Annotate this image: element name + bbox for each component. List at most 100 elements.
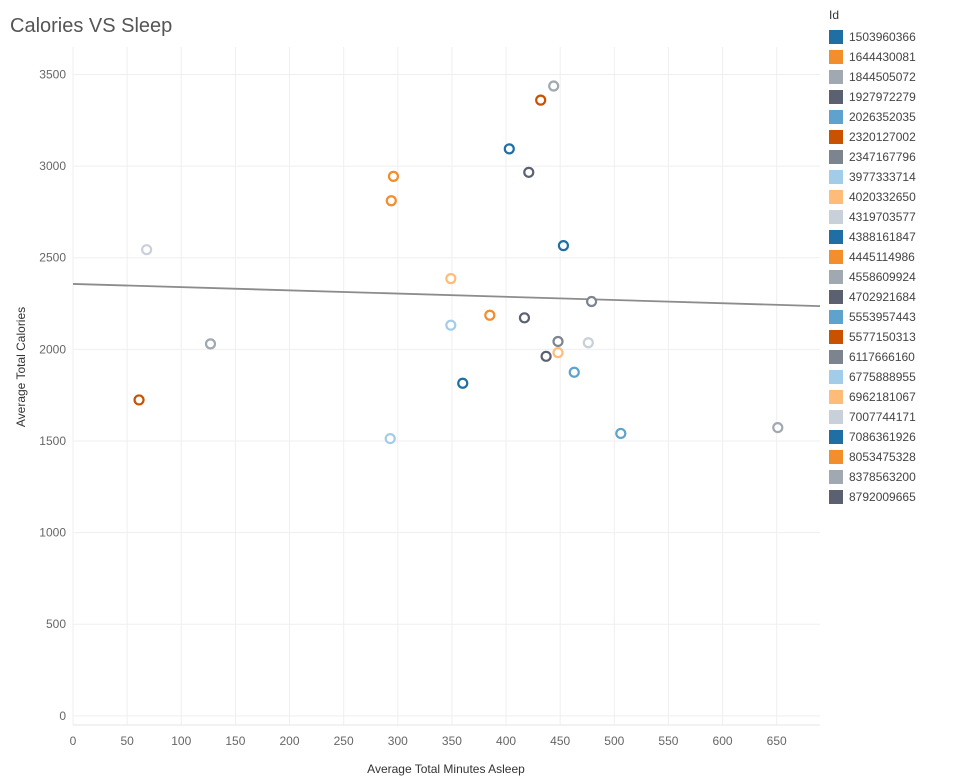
data-point[interactable] xyxy=(141,244,153,256)
y-axis-ticks: 0 500 1000 1500 2000 2500 3000 3500 xyxy=(39,67,66,722)
data-point[interactable] xyxy=(445,273,457,285)
legend-swatch xyxy=(829,370,843,384)
legend-label: 4445114986 xyxy=(849,250,915,264)
data-point[interactable] xyxy=(582,337,594,349)
x-tick-label: 300 xyxy=(388,734,408,748)
x-tick-label: 100 xyxy=(171,734,191,748)
legend-swatch xyxy=(829,470,843,484)
legend-swatch xyxy=(829,150,843,164)
legend-item[interactable]: 5577150313 xyxy=(829,327,949,347)
legend-item[interactable]: 2347167796 xyxy=(829,147,949,167)
legend-item[interactable]: 4445114986 xyxy=(829,247,949,267)
legend-label: 4702921684 xyxy=(849,290,916,304)
legend-item[interactable]: 8378563200 xyxy=(829,467,949,487)
legend-swatch xyxy=(829,290,843,304)
legend-swatch xyxy=(829,130,843,144)
legend-item[interactable]: 1844505072 xyxy=(829,67,949,87)
data-point[interactable] xyxy=(484,309,496,321)
data-point[interactable] xyxy=(615,427,627,440)
legend-item[interactable]: 2026352035 xyxy=(829,107,949,127)
legend-items: 1503960366 1644430081 1844505072 1927972279… xyxy=(829,27,949,507)
data-point[interactable] xyxy=(133,394,145,406)
legend-label: 5553957443 xyxy=(849,310,916,324)
x-tick-label: 650 xyxy=(767,734,787,748)
data-point[interactable] xyxy=(503,143,515,155)
legend-item[interactable]: 1927972279 xyxy=(829,87,949,107)
legend-label: 3977333714 xyxy=(849,170,916,184)
legend-label: 2026352035 xyxy=(849,110,916,124)
legend-swatch xyxy=(829,390,843,404)
legend-swatch xyxy=(829,490,843,504)
legend-swatch xyxy=(829,430,843,444)
y-tick-label: 3500 xyxy=(39,67,66,81)
legend-swatch xyxy=(829,310,843,324)
legend-label: 8378563200 xyxy=(849,470,916,484)
legend-item[interactable]: 1503960366 xyxy=(829,27,949,47)
legend-item[interactable]: 5553957443 xyxy=(829,307,949,327)
data-point[interactable] xyxy=(385,195,397,207)
data-point[interactable] xyxy=(204,338,217,350)
data-point[interactable] xyxy=(548,80,560,92)
legend-label: 1644430081 xyxy=(849,50,916,64)
y-tick-label: 1000 xyxy=(39,526,66,540)
data-point[interactable] xyxy=(552,335,564,348)
data-point[interactable] xyxy=(523,166,535,178)
legend-item[interactable]: 7007744171 xyxy=(829,407,949,427)
x-axis-ticks: 0 50 100 150 200 250 300 350 400 450 500 550 600 650 xyxy=(70,734,787,748)
legend-label: 2320127002 xyxy=(849,130,916,144)
legend-item[interactable]: 7086361926 xyxy=(829,427,949,447)
x-tick-label: 600 xyxy=(713,734,733,748)
legend-item[interactable]: 3977333714 xyxy=(829,167,949,187)
legend-swatch xyxy=(829,450,843,464)
legend-item[interactable]: 8792009665 xyxy=(829,487,949,507)
data-point[interactable] xyxy=(772,421,784,434)
x-tick-label: 150 xyxy=(225,734,245,748)
legend-item[interactable]: 4319703577 xyxy=(829,207,949,227)
legend-item[interactable]: 4388161847 xyxy=(829,227,949,247)
y-tick-label: 3000 xyxy=(39,159,66,173)
legend-item[interactable]: 6962181067 xyxy=(829,387,949,407)
legend-swatch xyxy=(829,250,843,264)
x-tick-label: 550 xyxy=(658,734,678,748)
legend-item[interactable]: 2320127002 xyxy=(829,127,949,147)
legend-label: 1927972279 xyxy=(849,90,916,104)
y-tick-label: 500 xyxy=(46,617,66,631)
data-point[interactable] xyxy=(568,366,580,378)
data-point[interactable] xyxy=(552,347,564,359)
data-point[interactable] xyxy=(535,94,547,106)
legend-label: 7086361926 xyxy=(849,430,916,444)
legend-item[interactable]: 4020332650 xyxy=(829,187,949,207)
data-point[interactable] xyxy=(384,432,396,445)
data-point[interactable] xyxy=(518,312,531,324)
legend-label: 4020332650 xyxy=(849,190,916,204)
legend-swatch xyxy=(829,90,843,104)
chart-title: Calories VS Sleep xyxy=(10,15,173,37)
data-point[interactable] xyxy=(445,319,457,331)
legend-item[interactable]: 4558609924 xyxy=(829,267,949,287)
legend-item[interactable]: 1644430081 xyxy=(829,47,949,67)
legend-label: 8053475328 xyxy=(849,450,916,464)
legend-swatch xyxy=(829,230,843,244)
legend-item[interactable]: 6117666160 xyxy=(829,347,949,367)
legend-item[interactable]: 6775888955 xyxy=(829,367,949,387)
legend-swatch xyxy=(829,330,843,344)
x-tick-label: 500 xyxy=(604,734,624,748)
legend-item[interactable]: 8053475328 xyxy=(829,447,949,467)
legend-label: 1844505072 xyxy=(849,70,916,84)
data-point[interactable] xyxy=(557,240,570,252)
legend-swatch xyxy=(829,50,843,64)
legend-item[interactable]: 4702921684 xyxy=(829,287,949,307)
data-point[interactable] xyxy=(457,377,469,389)
legend-swatch xyxy=(829,190,843,204)
data-point[interactable] xyxy=(585,295,598,308)
x-tick-label: 400 xyxy=(496,734,516,748)
y-axis-label: Average Total Calories xyxy=(14,307,28,427)
legend-label: 4319703577 xyxy=(849,210,916,224)
data-point[interactable] xyxy=(387,170,400,182)
legend-label: 6775888955 xyxy=(849,370,916,384)
data-point[interactable] xyxy=(540,350,552,362)
legend-swatch xyxy=(829,110,843,124)
legend-swatch xyxy=(829,270,843,284)
legend-swatch xyxy=(829,410,843,424)
y-tick-label: 0 xyxy=(59,709,66,723)
